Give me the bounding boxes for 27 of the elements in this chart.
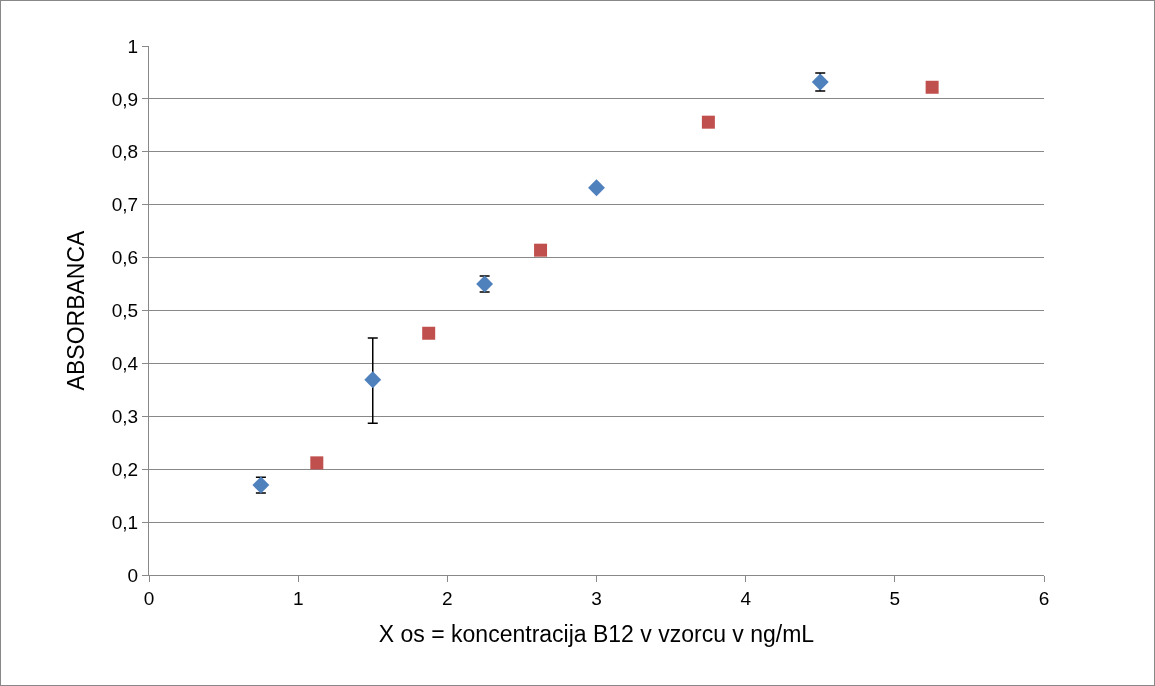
- x-tick-label: 0: [143, 587, 155, 609]
- point: [364, 371, 382, 389]
- x-axis-title: X os = koncentracija B12 v vzorcu v ng/mL: [378, 621, 815, 648]
- y-tick-label: 0,7: [111, 194, 139, 216]
- y-tick-label: 1: [127, 35, 139, 57]
- y-axis-title: ABSORBANCA: [63, 229, 90, 391]
- y-tick-label: 0,2: [111, 458, 139, 480]
- point: [534, 243, 548, 257]
- y-tick-label: 0,5: [111, 300, 139, 322]
- point: [310, 456, 324, 470]
- y-tick-label: 0: [127, 564, 139, 586]
- x-tick-label: 2: [442, 587, 453, 609]
- x-tick-label: 4: [740, 587, 752, 609]
- y-tick-label: 0,4: [111, 353, 139, 375]
- x-tick-label: 6: [1038, 587, 1050, 609]
- x-tick-label: 1: [292, 587, 304, 609]
- x-tick-label: 5: [889, 587, 901, 609]
- y-tick-label: 0,9: [111, 88, 139, 110]
- y-tick-label: 0,8: [111, 141, 139, 163]
- point: [701, 115, 715, 129]
- point: [422, 326, 436, 340]
- y-tick-label: 0,6: [111, 247, 139, 269]
- y-tick-label: 0,3: [111, 405, 139, 427]
- x-tick-label: 3: [591, 587, 602, 609]
- point: [588, 179, 605, 197]
- y-tick-label: 0,1: [111, 511, 139, 533]
- point: [925, 80, 939, 94]
